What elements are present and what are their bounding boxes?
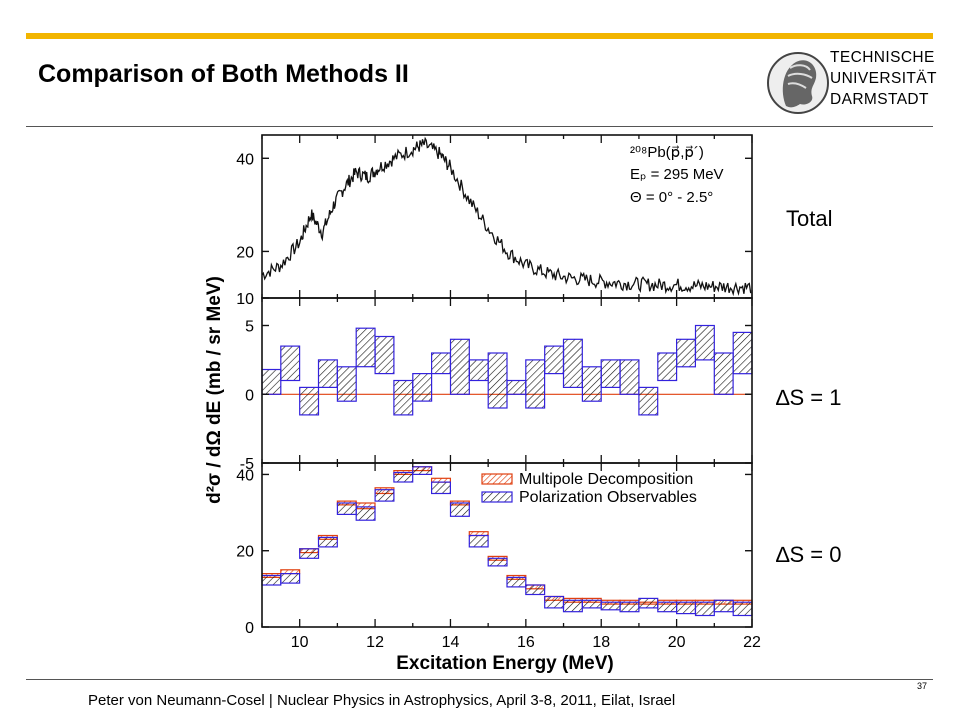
polarization-band-bin xyxy=(562,338,583,389)
polarization-band-bin xyxy=(393,379,414,416)
polarization-band-bin xyxy=(732,601,753,617)
polarization-band-bin xyxy=(412,373,433,402)
polarization-band-bin xyxy=(713,352,734,395)
total-spectrum-line xyxy=(261,136,752,297)
polarization-band-bin xyxy=(317,359,338,388)
polarization-band-bin xyxy=(657,601,678,613)
polarization-band-bin xyxy=(544,345,565,375)
polarization-band-bin xyxy=(694,324,715,361)
y-tick-label: 10 xyxy=(236,291,254,308)
legend-swatch-multipole xyxy=(481,473,513,485)
x-axis-title: Excitation Energy (MeV) xyxy=(396,653,614,674)
polarization-band-bin xyxy=(468,359,489,382)
legend-label-polarization: Polarization Observables xyxy=(519,489,697,506)
polarization-band-bin xyxy=(449,502,470,517)
x-tick-label: 10 xyxy=(291,634,309,651)
panel-frame xyxy=(261,462,753,628)
polarization-band-bin xyxy=(619,359,640,395)
polarization-band-bin xyxy=(317,536,338,548)
logo-line-3: DARMSTADT xyxy=(830,91,929,108)
polarization-band-bin xyxy=(581,599,602,609)
polarization-band-bin xyxy=(600,601,621,611)
polarization-band-bin xyxy=(525,584,546,596)
y-tick-label: -5 xyxy=(240,456,254,473)
legend: Multipole Decomposition Polarization Obs… xyxy=(481,471,697,506)
legend-swatch-polarization xyxy=(481,491,513,503)
x-tick-label: 14 xyxy=(442,634,460,651)
x-tick-label: 16 xyxy=(517,634,535,651)
polarization-band-bin xyxy=(412,466,433,475)
polarization-band-bin xyxy=(374,489,395,502)
polarization-band-bin xyxy=(449,338,470,395)
polarization-band-bin xyxy=(280,345,301,382)
university-logo xyxy=(752,44,948,122)
polarization-band-bin xyxy=(355,327,376,368)
y-tick-label: 20 xyxy=(236,244,254,261)
polarization-band-bin xyxy=(374,335,395,375)
polarization-band-bin xyxy=(431,481,452,495)
polarization-band-bin xyxy=(393,471,414,483)
polarization-band-bin xyxy=(261,574,282,586)
y-axis-title: d²σ / dΩ dE (mb / sr MeV) xyxy=(204,276,225,504)
polarization-band-bin xyxy=(299,548,320,559)
accent-top-bar xyxy=(26,33,933,39)
polarization-band-bin xyxy=(468,534,489,548)
polarization-band-bin xyxy=(713,599,734,613)
polarization-band-bin xyxy=(676,601,697,615)
y-tick-label: 40 xyxy=(236,151,254,168)
polarization-band-bin xyxy=(506,576,527,588)
polarization-band-bin xyxy=(299,386,320,416)
polarization-band-bin xyxy=(638,386,659,416)
polarization-band-bin xyxy=(544,595,565,609)
polarization-band-bin xyxy=(336,502,357,515)
polarization-band-bin xyxy=(619,601,640,613)
logo-head-emblem xyxy=(767,52,829,114)
page-number: 37 xyxy=(917,681,928,691)
y-tick-label: 40 xyxy=(236,467,254,484)
polarization-band-bin xyxy=(676,338,697,368)
beam-energy-annotation: Eₚ = 295 MeV xyxy=(630,166,724,183)
polarization-band-bin xyxy=(261,368,282,395)
slide-title: Comparison of Both Methods II xyxy=(38,60,409,88)
polarization-band-bin xyxy=(525,359,546,409)
polarization-band-bin xyxy=(562,599,583,613)
legend-label-multipole: Multipole Decomposition xyxy=(519,471,693,488)
x-tick-label: 22 xyxy=(743,634,761,651)
polarization-band-bin xyxy=(732,331,753,375)
polarization-band-bin xyxy=(355,506,376,521)
polarization-band-bin xyxy=(280,573,301,584)
polarization-band-bin xyxy=(487,557,508,567)
polarization-band-bin xyxy=(506,379,527,395)
y-tick-label: 20 xyxy=(236,544,254,561)
polarization-band-bin xyxy=(487,352,508,409)
footer-citation: Peter von Neumann-Cosel | Nuclear Physic… xyxy=(88,692,676,709)
panel-3 xyxy=(261,462,753,628)
logo-line-2: UNIVERSITÄT xyxy=(830,70,937,87)
polarization-band-bin xyxy=(336,366,357,402)
polarization-band-bin xyxy=(431,352,452,375)
footer-divider xyxy=(26,679,933,680)
x-tick-label: 18 xyxy=(592,634,610,651)
angle-annotation: Θ = 0° - 2.5° xyxy=(630,189,713,206)
polarization-band-bin xyxy=(638,597,659,609)
label-total: Total xyxy=(786,206,833,231)
logo-line-1: TECHNISCHE xyxy=(830,49,935,66)
polarization-band-bin xyxy=(600,359,621,388)
y-tick-label: 5 xyxy=(245,319,254,336)
polarization-band-bin xyxy=(657,352,678,382)
y-tick-label: 0 xyxy=(245,387,254,404)
x-tick-label: 12 xyxy=(366,634,384,651)
label-delta-s-1: ∆S = 1 xyxy=(776,385,842,410)
y-tick-label: 0 xyxy=(245,620,254,637)
reaction-annotation: ²⁰⁸Pb(p⃗,p⃗´) xyxy=(630,144,704,161)
x-tick-label: 20 xyxy=(668,634,686,651)
panel-2 xyxy=(261,297,753,464)
polarization-band-bin xyxy=(694,601,715,617)
label-delta-s-0: ∆S = 0 xyxy=(776,542,842,567)
polarization-band-bin xyxy=(581,366,602,402)
plot-panels xyxy=(261,134,753,628)
title-divider xyxy=(26,126,933,127)
